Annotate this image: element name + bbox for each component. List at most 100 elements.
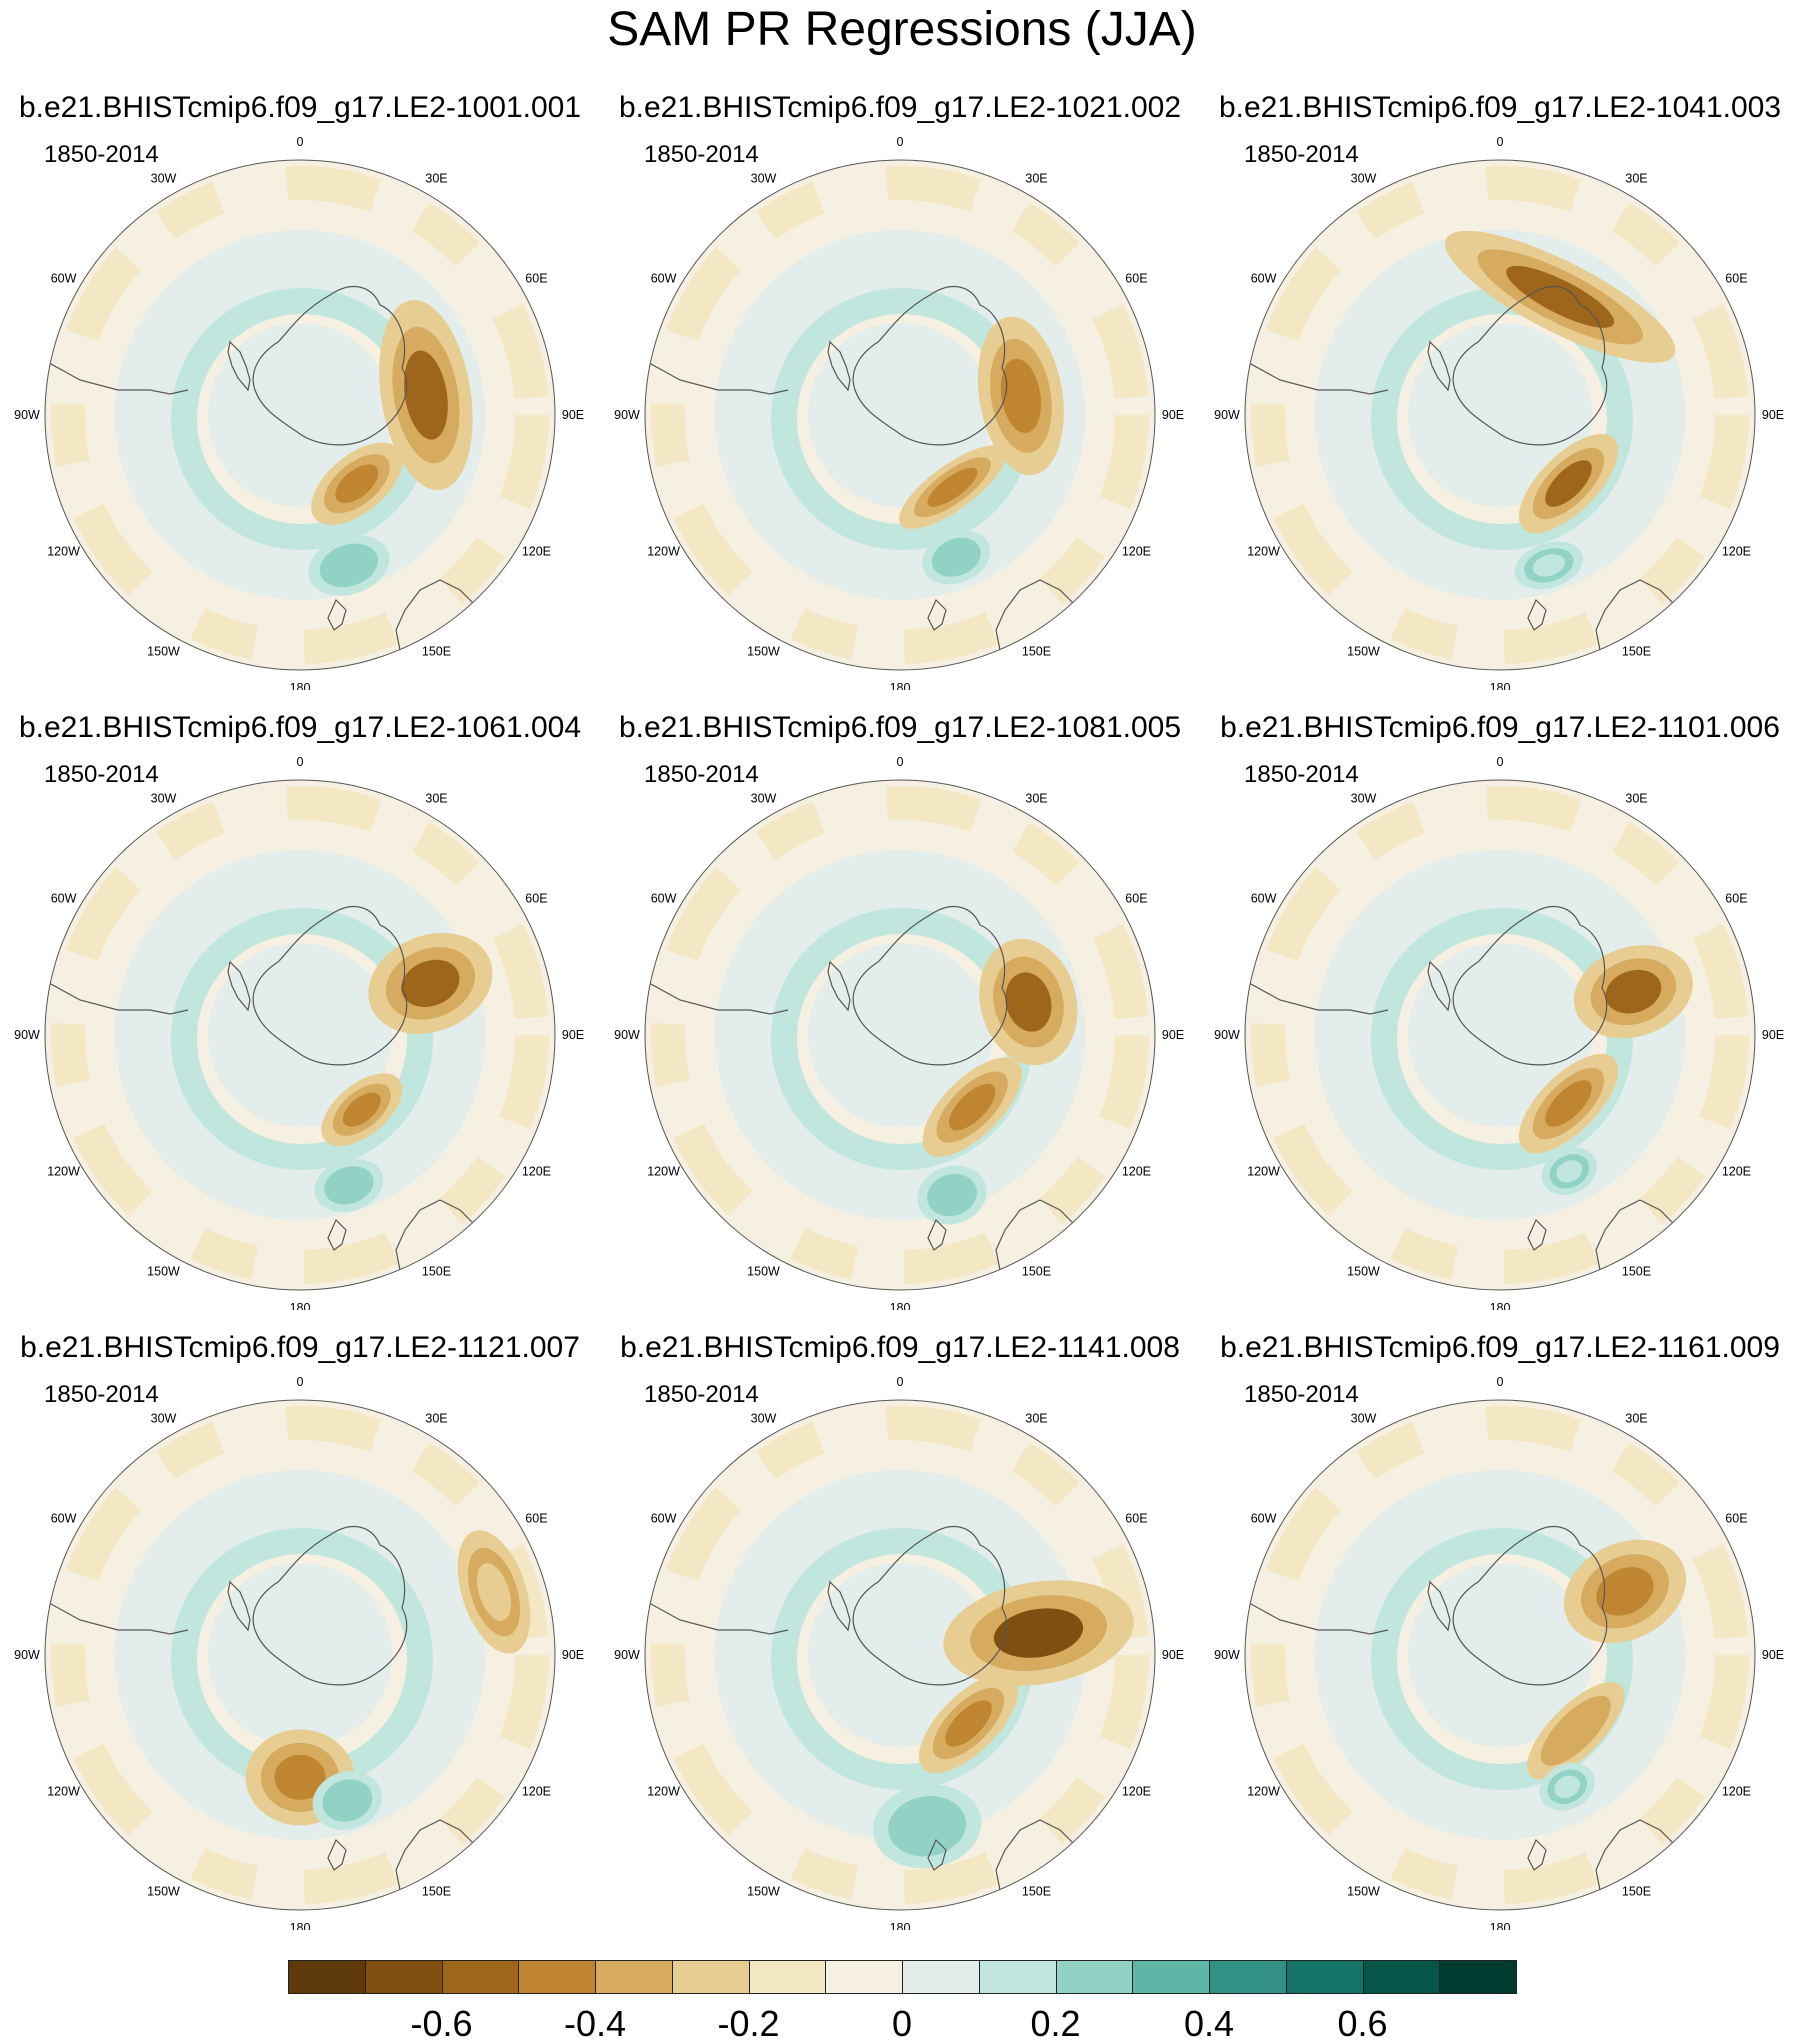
coastline [645,357,789,395]
longitude-label: 180 [890,681,911,690]
longitude-label: 60W [51,892,77,906]
coastline [827,960,851,1012]
coastline [1427,340,1451,392]
coastline [1427,960,1451,1012]
coastline [927,1218,947,1251]
map-boundary [1244,159,1756,671]
map-panel: 0 30E 60E 90E 120E 150E 180 150W 120W 90W 60W 30W b.… [600,710,1200,1310]
longitude-label: 150E [1622,1264,1651,1278]
negative-anomaly-blob [1005,972,1052,1032]
longitude-label: 150W [747,1884,780,1898]
panel-title: b.e21.BHISTcmip6.f09_g17.LE2-1001.001 [18,91,582,124]
colorbar-swatch [1362,1960,1441,1994]
polar-stereographic-map: 0 30E 60E 90E 120E 150E 180 150W 120W 90W 60W 30W [14,1375,584,1930]
precipitation-field [45,160,555,670]
longitude-label: 0 [297,755,304,769]
longitude-label: 120W [1247,1785,1280,1799]
precipitation-field [645,160,1155,670]
negative-anomaly-blob [1552,1707,1599,1754]
precipitation-field [1245,780,1755,1290]
coastline [45,1597,189,1635]
positive-anomaly-blob [940,544,973,570]
longitude-label: 0 [1497,135,1504,149]
longitude-label: 60W [51,272,77,286]
longitude-label: 60E [1725,1512,1747,1526]
longitude-label: 180 [1490,1921,1511,1930]
longitude-label: 120W [647,545,680,559]
longitude-label: 60E [525,892,547,906]
colorbar-swatch [1439,1960,1517,1994]
longitude-label: 120E [1122,1165,1151,1179]
longitude-label: 60W [651,272,677,286]
positive-anomaly-blob [901,1806,953,1846]
map-boundary [644,159,1156,671]
longitude-label: 90W [14,408,40,422]
map-panel: 0 30E 60E 90E 120E 150E 180 150W 120W 90W 60W 30W b.… [1200,90,1800,690]
longitude-label: 120E [1722,1785,1751,1799]
positive-anomaly-blob [1532,554,1565,577]
colorbar-swatch [1285,1960,1364,1994]
longitude-label: 90W [1214,1648,1240,1662]
negative-anomaly-blob [335,464,379,504]
polar-stereographic-map: 0 30E 60E 90E 120E 150E 180 150W 120W 90W 60W 30W [14,755,584,1310]
map-panel: 0 30E 60E 90E 120E 150E 180 150W 120W 90W 60W 30W b.… [1200,710,1800,1310]
longitude-label: 60W [1251,892,1277,906]
longitude-label: 120E [522,1165,551,1179]
longitude-label: 180 [890,1301,911,1310]
coastline [852,906,1008,1066]
coastline [1427,1580,1451,1632]
longitude-label: 60E [1725,892,1747,906]
negative-anomaly-blob [927,467,978,507]
longitude-label: 150W [147,1264,180,1278]
longitude-label: 120W [1247,1165,1280,1179]
panel-title: b.e21.BHISTcmip6.f09_g17.LE2-1021.002 [618,91,1182,124]
longitude-label: 180 [290,1301,311,1310]
longitude-label: 60E [1125,272,1147,286]
longitude-label: 180 [290,1921,311,1930]
longitude-label: 150E [1622,1884,1651,1898]
longitude-label: 0 [897,1375,904,1389]
coastline [252,906,408,1066]
coastline [1452,1526,1608,1686]
panel-title: b.e21.BHISTcmip6.f09_g17.LE2-1081.005 [618,711,1182,744]
longitude-label: 60W [651,892,677,906]
polar-stereographic-map: 0 30E 60E 90E 120E 150E 180 150W 120W 90W 60W 30W [614,755,1184,1310]
colorbar-swatch [595,1960,673,1994]
longitude-label: 0 [297,1375,304,1389]
longitude-label: 30W [151,792,177,806]
colorbar-tick-label: 0.6 [1337,2003,1388,2044]
coastline [252,1526,408,1686]
longitude-label: 150W [147,644,180,658]
longitude-label: 90E [1762,408,1784,422]
longitude-label: 90W [1214,1028,1240,1042]
panel-title: b.e21.BHISTcmip6.f09_g17.LE2-1101.006 [1220,711,1780,744]
map-panel: 0 30E 60E 90E 120E 150E 180 150W 120W 90W 60W 30W b.… [0,90,600,690]
longitude-label: 150E [1022,1264,1051,1278]
negative-anomaly-blob [948,1083,996,1131]
map-boundary [1244,1399,1756,1911]
longitude-label: 30W [151,172,177,186]
panel-title: b.e21.BHISTcmip6.f09_g17.LE2-1161.009 [1220,1331,1780,1364]
panel-title: b.e21.BHISTcmip6.f09_g17.LE2-1121.007 [20,1331,580,1364]
positive-anomaly-ring [1371,908,1633,1170]
coastline [927,598,947,631]
negative-anomaly-blob [1545,1080,1592,1127]
colorbar-swatch [1055,1960,1134,1994]
negative-anomaly-blob [1545,460,1592,507]
map-boundary [44,779,556,1291]
longitude-label: 60E [525,272,547,286]
colorbar-swatch [825,1960,903,1994]
colorbar-swatch [748,1960,827,1994]
coastline [227,960,251,1012]
longitude-label: 150W [1347,644,1380,658]
colorbar-swatch [518,1960,596,1994]
longitude-label: 90E [1762,1028,1784,1042]
coastline [1452,906,1608,1066]
longitude-label: 60E [525,1512,547,1526]
positive-anomaly-ring [171,908,433,1170]
colorbar-swatch [978,1960,1057,1994]
longitude-label: 30W [751,172,777,186]
longitude-label: 60W [1251,1512,1277,1526]
coastline [645,977,789,1015]
longitude-label: 150E [1022,644,1051,658]
